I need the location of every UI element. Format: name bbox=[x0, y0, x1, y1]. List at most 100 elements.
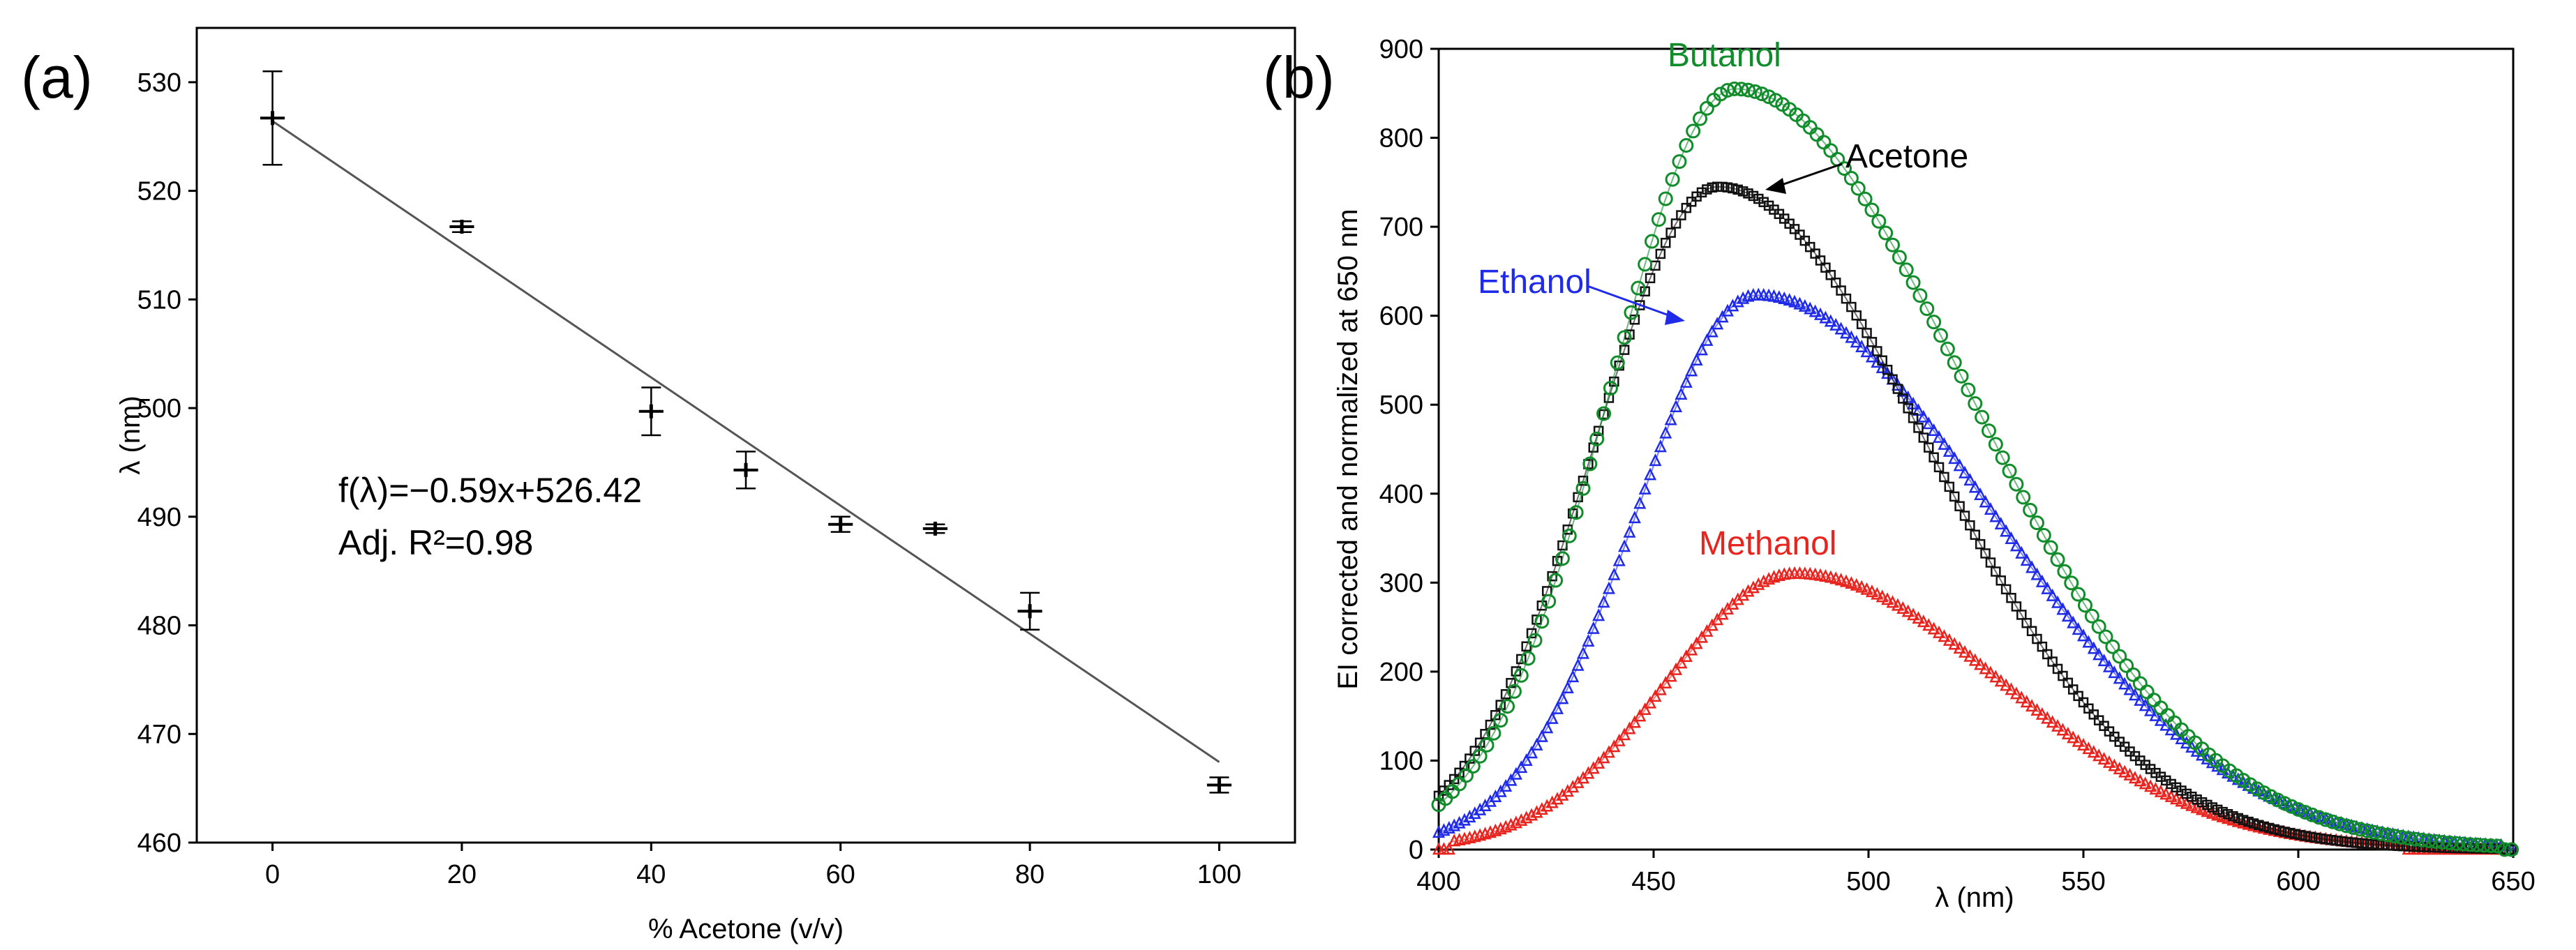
data-point bbox=[733, 451, 758, 490]
data-marker bbox=[1702, 184, 1712, 195]
data-marker bbox=[1824, 314, 1837, 327]
data-marker bbox=[1499, 778, 1513, 792]
data-marker bbox=[1439, 785, 1449, 796]
data-marker bbox=[2263, 789, 2276, 802]
panel-a-x-ticks: 0 20 40 60 80 100 bbox=[265, 843, 1241, 889]
data-marker bbox=[2029, 515, 2044, 531]
data-marker bbox=[1658, 191, 1673, 206]
data-marker bbox=[2366, 824, 2381, 840]
data-marker bbox=[1917, 615, 1930, 628]
data-marker bbox=[1603, 381, 1618, 396]
data-marker bbox=[2353, 822, 2368, 837]
data-marker bbox=[2005, 531, 2018, 544]
data-marker bbox=[1855, 580, 1869, 593]
data-marker bbox=[1525, 808, 1538, 821]
data-marker bbox=[1903, 403, 1913, 414]
data-marker bbox=[2032, 633, 2042, 644]
data-marker bbox=[1608, 567, 1621, 580]
data-marker bbox=[1651, 212, 1666, 227]
data-marker bbox=[1901, 390, 1915, 403]
data-marker bbox=[1534, 614, 1550, 629]
data-marker bbox=[2051, 595, 2065, 608]
data-marker bbox=[2259, 821, 2269, 832]
data-marker bbox=[1732, 184, 1743, 195]
data-marker bbox=[1562, 528, 1577, 543]
data-marker bbox=[2217, 806, 2228, 817]
data-marker bbox=[2414, 832, 2429, 847]
data-marker bbox=[1866, 337, 1878, 347]
data-marker bbox=[1845, 576, 1858, 589]
data-marker bbox=[2222, 808, 2233, 820]
data-marker bbox=[2009, 686, 2023, 700]
data-marker bbox=[2035, 707, 2049, 720]
data-marker bbox=[2030, 702, 2044, 716]
data-marker bbox=[2332, 816, 2347, 831]
data-marker bbox=[1679, 137, 1694, 153]
data-marker bbox=[1672, 154, 1687, 169]
data-marker bbox=[1556, 691, 1569, 704]
data-marker bbox=[1728, 183, 1738, 194]
data-marker bbox=[1654, 439, 1667, 453]
data-marker bbox=[1679, 375, 1693, 388]
data-marker bbox=[1829, 317, 1843, 331]
data-marker bbox=[2071, 587, 2086, 602]
data-marker bbox=[2228, 810, 2238, 822]
data-marker bbox=[1578, 475, 1589, 486]
data-marker bbox=[1664, 669, 1677, 682]
data-marker bbox=[2134, 774, 2147, 787]
data-marker bbox=[1912, 403, 1925, 416]
data-marker bbox=[1555, 551, 1570, 566]
series-label-acetone: Acetone bbox=[1845, 138, 1968, 175]
data-marker bbox=[2105, 639, 2120, 654]
data-marker bbox=[1954, 368, 1969, 384]
data-marker bbox=[2035, 574, 2049, 587]
data-marker bbox=[2149, 708, 2162, 721]
data-marker bbox=[2084, 608, 2099, 624]
data-marker bbox=[2097, 752, 2111, 765]
data-marker bbox=[2346, 837, 2357, 847]
data-marker bbox=[2321, 834, 2331, 845]
data-marker bbox=[1610, 355, 1625, 370]
data-marker bbox=[2113, 762, 2126, 775]
data-marker bbox=[2462, 837, 2478, 852]
data-marker bbox=[2078, 697, 2089, 708]
data-marker bbox=[1713, 86, 1728, 102]
data-marker bbox=[2295, 829, 2305, 840]
data-marker bbox=[2181, 788, 2192, 799]
data-marker bbox=[1813, 307, 1827, 320]
data-marker bbox=[1898, 393, 1908, 404]
data-marker bbox=[1521, 641, 1532, 652]
data-marker bbox=[2082, 741, 2095, 755]
data-marker bbox=[1968, 480, 1982, 493]
data-marker bbox=[2061, 726, 2074, 739]
data-marker bbox=[1486, 725, 1502, 741]
data-marker bbox=[2170, 727, 2183, 740]
data-marker bbox=[1843, 171, 1859, 186]
y-tick-label: 700 bbox=[1379, 213, 1423, 242]
data-marker bbox=[1896, 601, 1910, 614]
panel-b-plot-frame bbox=[1437, 47, 2515, 851]
data-marker bbox=[1458, 768, 1474, 783]
data-marker bbox=[1788, 294, 1802, 308]
data-marker bbox=[1839, 326, 1852, 339]
data-marker bbox=[2164, 789, 2178, 802]
data-marker bbox=[1839, 574, 1852, 587]
data-marker bbox=[2196, 797, 2208, 808]
data-marker bbox=[1892, 384, 1903, 394]
data-marker bbox=[2112, 649, 2127, 664]
data-marker bbox=[2025, 560, 2039, 573]
data-marker bbox=[1907, 608, 1920, 621]
data-marker bbox=[2076, 628, 2090, 642]
data-marker bbox=[1865, 585, 1878, 598]
data-marker bbox=[2186, 791, 2197, 802]
x-tick-label: 20 bbox=[447, 860, 477, 889]
data-marker bbox=[2009, 538, 2023, 552]
data-marker bbox=[1798, 299, 1811, 312]
data-marker bbox=[1693, 111, 1708, 126]
data-marker bbox=[2149, 782, 2162, 795]
data-marker bbox=[1541, 799, 1554, 812]
data-marker bbox=[2270, 792, 2285, 808]
data-marker bbox=[1850, 181, 1866, 196]
panel-b-y-axis-title: EI corrected and normalized at 650 nm bbox=[1333, 209, 1363, 689]
data-marker bbox=[1933, 328, 1948, 343]
